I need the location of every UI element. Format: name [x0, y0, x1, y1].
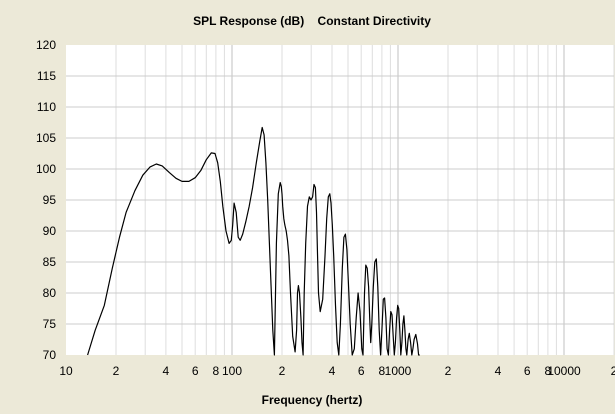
y-tick-label: 105 — [36, 131, 56, 145]
y-tick-label: 100 — [36, 162, 56, 176]
y-tick-label: 95 — [43, 193, 57, 207]
x-tick-label: 2 — [113, 364, 120, 378]
chart-title: SPL Response (dB) Constant Directivity — [193, 14, 431, 28]
x-tick-label: 6 — [192, 364, 199, 378]
x-tick-label: 6 — [358, 364, 365, 378]
x-tick-label: 10 — [59, 364, 73, 378]
y-tick-label: 80 — [43, 286, 57, 300]
x-tick-label: 2 — [279, 364, 286, 378]
spl-response-curve — [87, 126, 420, 356]
x-tick-label: 8 — [545, 364, 552, 378]
y-tick-label: 115 — [37, 69, 56, 83]
x-tick-label: 2 — [611, 364, 615, 378]
y-tick-label: 75 — [43, 317, 57, 331]
y-tick-label: 90 — [43, 224, 57, 238]
y-gridlines — [66, 75, 614, 325]
x-tick-label: 1000 — [385, 364, 412, 378]
x-tick-label: 4 — [163, 364, 170, 378]
y-tick-label: 110 — [37, 100, 56, 114]
x-tick-label: 10000 — [547, 364, 581, 378]
x-tick-label: 100 — [222, 364, 242, 378]
x-tick-label: 8 — [213, 364, 220, 378]
y-tick-label: 120 — [36, 38, 56, 52]
y-tick-label: 70 — [43, 348, 57, 362]
x-axis-label: Frequency (hertz) — [262, 393, 363, 407]
y-tick-label: 85 — [43, 255, 57, 269]
x-tick-label: 8 — [379, 364, 386, 378]
x-tick-label: 6 — [524, 364, 531, 378]
x-tick-label: 2 — [445, 364, 452, 378]
x-tick-label: 4 — [495, 364, 502, 378]
x-tick-label: 4 — [329, 364, 336, 378]
y-tick-labels: 70 75 80 85 90 95 100 105 110 115 120 — [36, 38, 56, 362]
